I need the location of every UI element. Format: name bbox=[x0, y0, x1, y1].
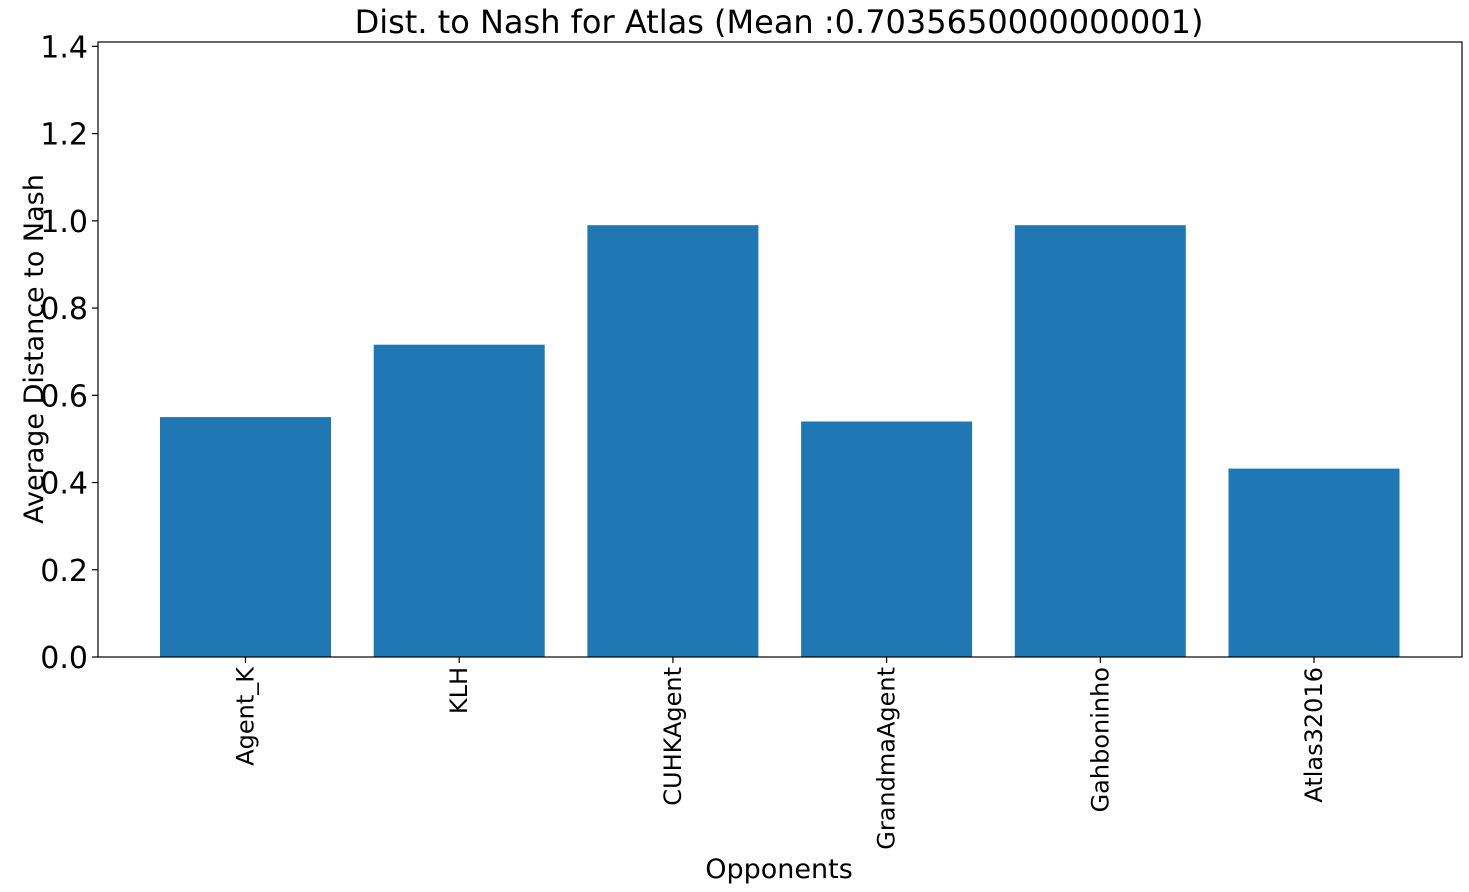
y-axis-label: Average Distance to Nash bbox=[19, 174, 50, 524]
bar-agent-k bbox=[160, 417, 331, 657]
x-tick-label: Gahboninho bbox=[1086, 667, 1114, 812]
bar-klh bbox=[373, 344, 545, 657]
y-axis-ticks: 0.0 0.2 0.4 0.6 0.8 1.0 1.2 1.4 bbox=[40, 30, 98, 676]
x-tick-label: Agent_K bbox=[232, 666, 260, 766]
chart-title: Dist. to Nash for Atlas (Mean :0.7035650… bbox=[355, 3, 1204, 41]
y-tick-label: 1.2 bbox=[40, 118, 88, 153]
y-tick-label: 0.4 bbox=[40, 467, 88, 502]
y-tick-label: 0.6 bbox=[40, 379, 88, 414]
bar-cuhkagent bbox=[587, 225, 759, 657]
y-tick-label: 0.2 bbox=[40, 554, 88, 589]
bar-grandmaagent bbox=[801, 421, 973, 657]
bar-gahboninho bbox=[1014, 225, 1186, 657]
x-tick-label: CUHKAgent bbox=[659, 667, 687, 806]
y-tick-label: 1.0 bbox=[40, 205, 88, 240]
x-tick-label: KLH bbox=[445, 667, 473, 714]
plot-frame bbox=[97, 41, 1463, 658]
bar-atlas32016 bbox=[1228, 468, 1400, 657]
x-tick-label: GrandmaAgent bbox=[873, 667, 901, 850]
x-axis-ticks: Agent_K KLH CUHKAgent GrandmaAgent Gahboninh… bbox=[232, 657, 1328, 850]
bars-group bbox=[160, 225, 1400, 657]
y-tick-label: 0.8 bbox=[40, 292, 88, 327]
x-tick-label: Atlas32016 bbox=[1300, 667, 1328, 803]
x-axis-label: Opponents bbox=[705, 854, 853, 885]
y-tick-label: 1.4 bbox=[40, 30, 88, 65]
y-tick-label: 0.0 bbox=[40, 641, 88, 676]
